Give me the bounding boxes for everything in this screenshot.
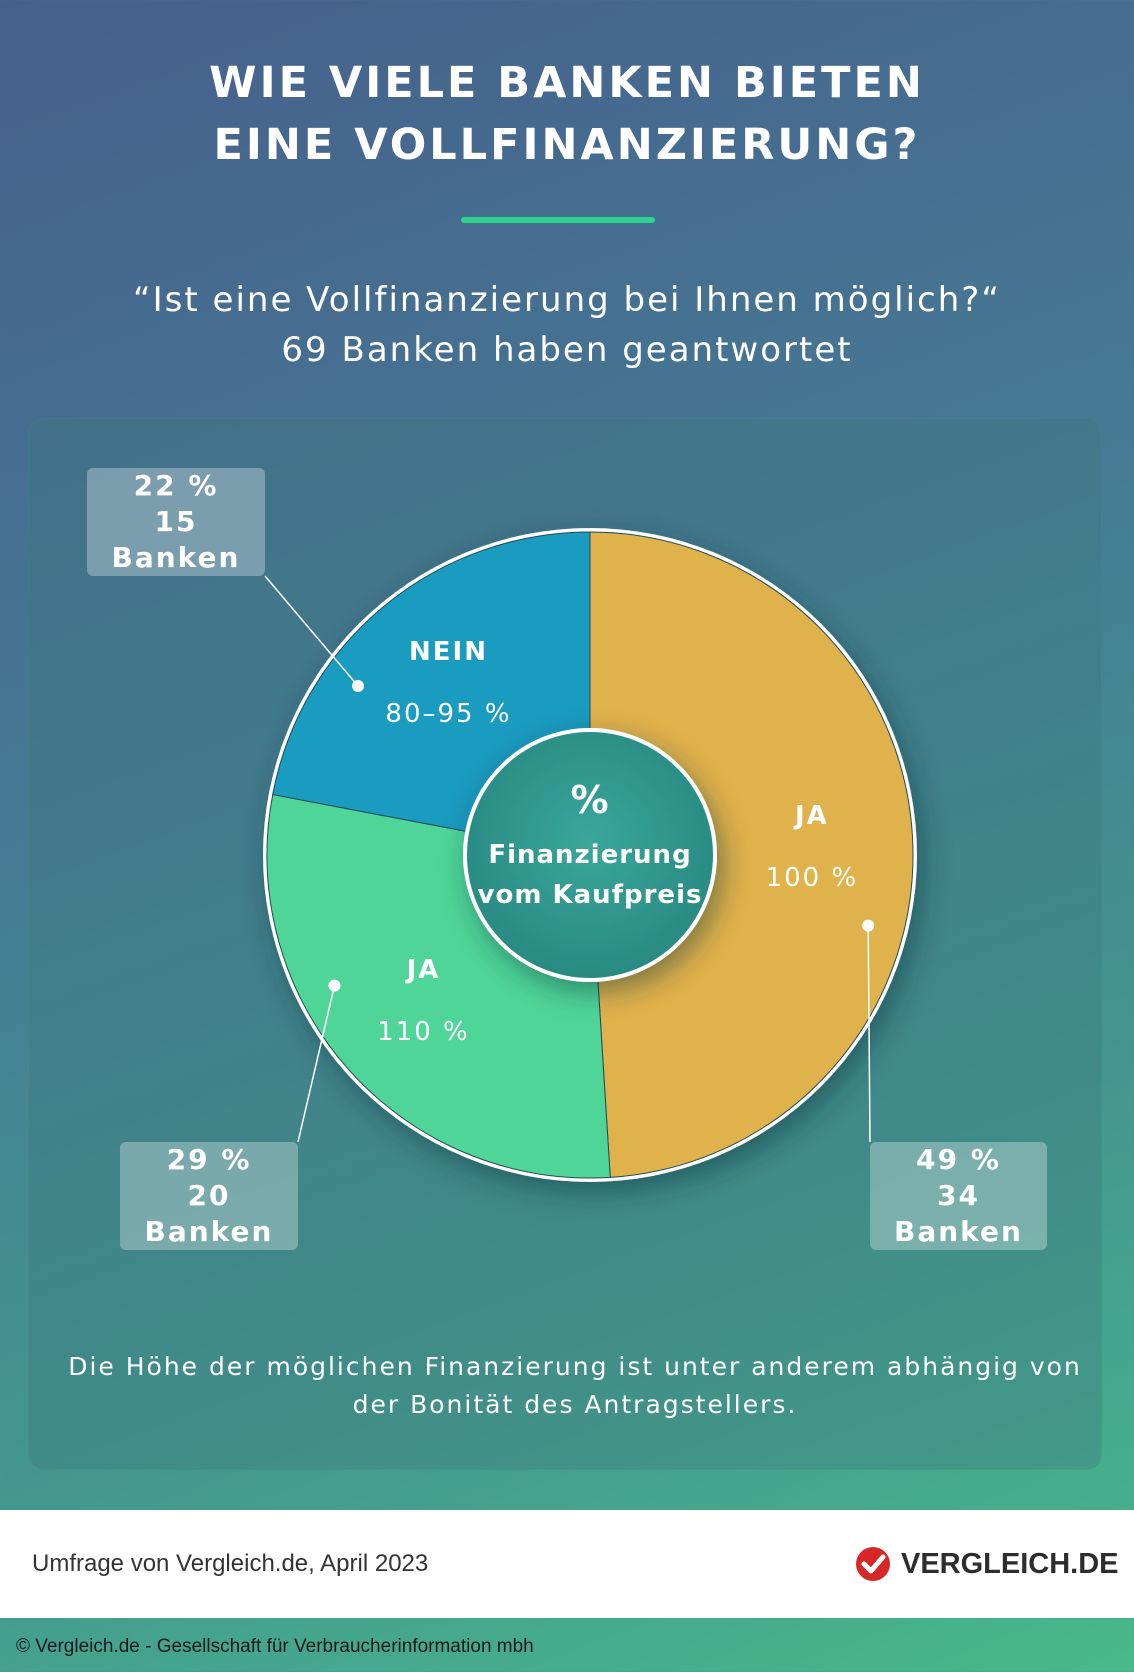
footnote-line-1: Die Höhe der möglichen Finanzierung ist … xyxy=(68,1352,1082,1381)
slice-ja-110-leader-line xyxy=(297,985,336,1143)
slice-ja-100 xyxy=(589,531,914,1178)
slice-ja-110-label: JA xyxy=(405,955,441,985)
survey-question: “Ist eine Vollfinanzierung bei Ihnen mög… xyxy=(0,275,1134,375)
callout-banks: 20 Banken xyxy=(144,1179,274,1248)
callout-percent: 29 % xyxy=(166,1143,252,1176)
slice-nein-leader-line xyxy=(264,575,359,687)
title-line-2: EINE VOLLFINANZIERUNG? xyxy=(213,120,921,170)
footnote-line-2: der Bonität des Antragstellers. xyxy=(352,1390,798,1419)
slice-ja-110-range: 110 % xyxy=(377,1017,470,1047)
center-circle xyxy=(463,728,717,982)
callout-percent: 22 % xyxy=(133,469,219,502)
callout-banks: 34 Banken xyxy=(894,1179,1023,1248)
checkmark-circle-icon xyxy=(856,1547,890,1581)
center-symbol: % xyxy=(570,778,609,822)
respondent-count: 69 Banken haben geantwortet xyxy=(281,330,853,370)
pie-chart: JA 100 % JA 110 % NEIN 80–95 % % Finanzierung… xyxy=(263,528,917,1182)
slice-ja-100-leader-dot xyxy=(862,919,875,932)
page-title: WIE VIELE BANKEN BIETEN EINE VOLLFINANZI… xyxy=(0,52,1134,176)
center-label-line-2: vom Kaufpreis xyxy=(478,880,703,910)
slice-nein-label: NEIN xyxy=(409,637,488,667)
title-line-1: WIE VIELE BANKEN BIETEN xyxy=(209,58,925,108)
title-divider xyxy=(461,217,655,223)
slice-ja-110-leader-dot xyxy=(328,979,341,992)
callout-banks: 15 Banken xyxy=(111,505,241,574)
slice-ja-100-leader-line xyxy=(867,925,871,1143)
slice-ja-100-range: 100 % xyxy=(766,863,859,893)
slice-nein-range: 80–95 % xyxy=(385,699,511,729)
callout-ja-100: 49 % 34 Banken xyxy=(870,1142,1047,1250)
callout-ja-110: 29 % 20 Banken xyxy=(120,1142,298,1250)
survey-question-text: “Ist eine Vollfinanzierung bei Ihnen mög… xyxy=(133,280,1001,320)
footnote: Die Höhe der möglichen Finanzierung ist … xyxy=(0,1348,1134,1424)
callout-percent: 49 % xyxy=(916,1143,1001,1176)
brand-name: VERGLEICH.DE xyxy=(901,1547,1119,1580)
slice-ja-100-label: JA xyxy=(793,801,829,831)
copyright-notice: © Vergleich.de - Gesellschaft für Verbra… xyxy=(16,1636,534,1657)
center-label-line-1: Finanzierung xyxy=(488,840,691,870)
callout-nein: 22 % 15 Banken xyxy=(87,468,265,576)
brand-logo[interactable]: VERGLEICH.DE xyxy=(855,1542,1119,1586)
slice-nein-leader-dot xyxy=(352,679,365,692)
footer-bar: Umfrage von Vergleich.de, April 2023 VER… xyxy=(0,1510,1134,1618)
survey-source: Umfrage von Vergleich.de, April 2023 xyxy=(32,1550,429,1577)
